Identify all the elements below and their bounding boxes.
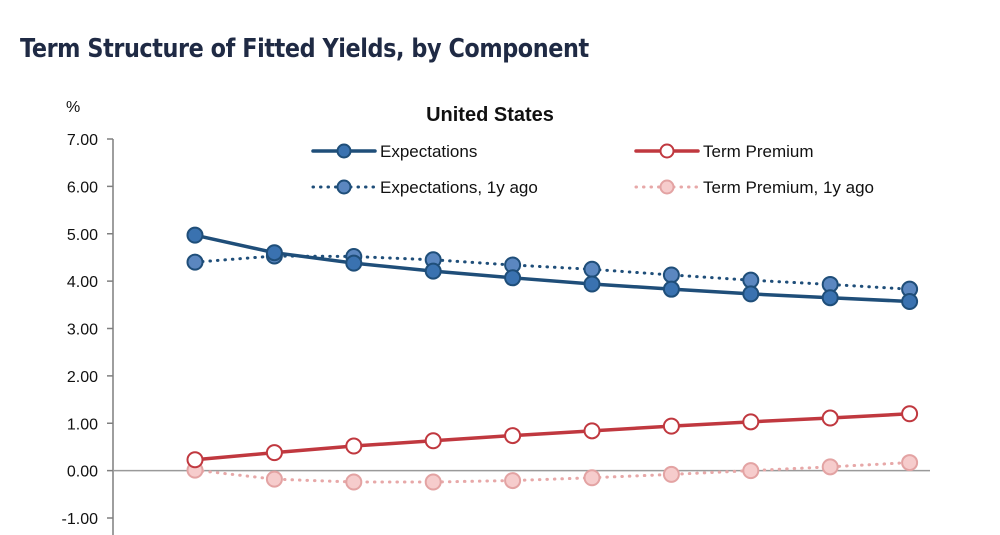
- data-point: [186, 226, 204, 244]
- legend-label: Term Premium: [703, 142, 814, 161]
- y-tick-label: -1.00: [62, 511, 99, 528]
- page-title: Term Structure of Fitted Yields, by Comp…: [20, 34, 589, 64]
- data-point: [504, 269, 522, 287]
- data-point: [662, 417, 680, 435]
- series-expectations: [186, 226, 919, 310]
- y-tick-label: 3.00: [67, 322, 98, 339]
- data-point: [186, 253, 204, 271]
- y-tick-label: 5.00: [67, 227, 98, 244]
- series-line: [193, 412, 912, 462]
- y-tick-label: 1.00: [67, 416, 98, 433]
- data-point: [662, 266, 680, 284]
- data-point: [662, 280, 680, 298]
- data-point: [662, 465, 680, 483]
- data-point: [742, 413, 760, 431]
- data-point: [424, 473, 442, 491]
- legend-label: Expectations: [380, 142, 477, 161]
- legend-swatch-marker: [659, 143, 675, 159]
- data-point: [504, 427, 522, 445]
- y-tick-label: 6.00: [67, 179, 98, 196]
- series-layer: [186, 226, 919, 491]
- axes: 7.00 6.00 5.00 4.00 3.00 2.00 1.00 0.00 -1.00: [62, 132, 930, 535]
- legend-label: Expectations, 1y ago: [380, 178, 538, 197]
- legend-item: Expectations, 1y ago: [311, 178, 538, 197]
- series-line: [193, 461, 912, 484]
- data-point: [186, 451, 204, 469]
- data-point: [265, 470, 283, 488]
- y-tick-label: 4.00: [67, 274, 98, 291]
- legend-swatch-marker: [336, 179, 352, 195]
- data-point: [424, 432, 442, 450]
- y-axis-unit-label: %: [66, 99, 80, 116]
- data-point: [901, 292, 919, 310]
- legend-swatch-marker: [659, 179, 675, 195]
- data-point: [821, 289, 839, 307]
- data-point: [345, 254, 363, 272]
- data-point: [901, 454, 919, 472]
- y-tick-label: 7.00: [67, 132, 98, 149]
- y-tick-label: 0.00: [67, 464, 98, 481]
- y-tick-label: 2.00: [67, 369, 98, 386]
- series-line: [193, 233, 912, 304]
- series-line: [193, 254, 912, 291]
- data-point: [742, 462, 760, 480]
- legend-label: Term Premium, 1y ago: [703, 178, 874, 197]
- data-point: [742, 285, 760, 303]
- data-point: [583, 422, 601, 440]
- data-point: [583, 260, 601, 278]
- legend-item: Term Premium: [634, 142, 814, 161]
- data-point: [901, 405, 919, 423]
- chart-title: United States: [426, 104, 554, 126]
- data-point: [821, 409, 839, 427]
- data-point: [265, 444, 283, 462]
- data-point: [345, 437, 363, 455]
- data-point: [583, 275, 601, 293]
- data-point: [504, 472, 522, 490]
- legend: Expectations Expectations, 1y ago Term Pre…: [311, 142, 874, 197]
- legend-swatch-marker: [336, 143, 352, 159]
- legend-item: Expectations: [311, 142, 477, 161]
- data-point: [424, 262, 442, 280]
- series-term-premium: [186, 405, 919, 469]
- data-point: [345, 473, 363, 491]
- legend-item: Term Premium, 1y ago: [634, 178, 874, 197]
- data-point: [821, 458, 839, 476]
- data-point: [265, 244, 283, 262]
- series-term-premium-1y-ago: [186, 454, 919, 491]
- data-point: [583, 469, 601, 487]
